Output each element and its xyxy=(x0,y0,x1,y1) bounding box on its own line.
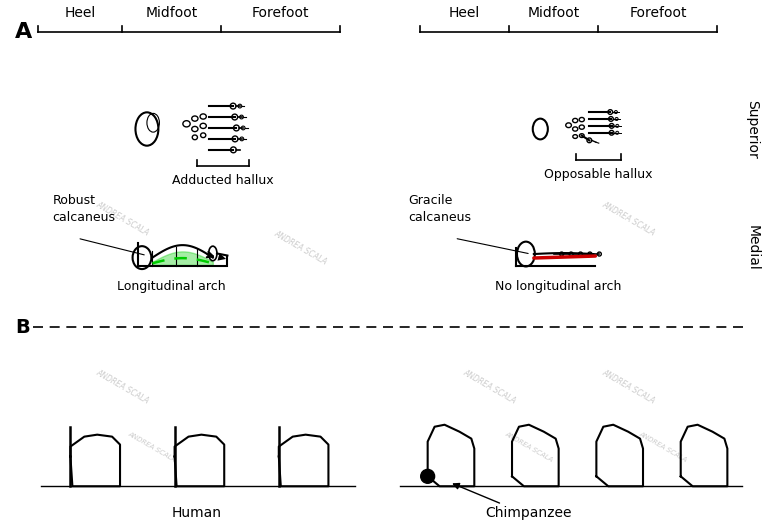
Text: Midfoot: Midfoot xyxy=(528,6,580,20)
Circle shape xyxy=(421,469,435,483)
Text: Heel: Heel xyxy=(449,6,480,20)
Text: Gracile
calcaneus: Gracile calcaneus xyxy=(408,194,471,223)
Text: Robust
calcaneus: Robust calcaneus xyxy=(52,194,115,223)
Text: Midfoot: Midfoot xyxy=(145,6,197,20)
Text: No longitudinal arch: No longitudinal arch xyxy=(495,280,622,293)
Text: ANDREA SCALA: ANDREA SCALA xyxy=(637,430,688,463)
Text: Longitudinal arch: Longitudinal arch xyxy=(117,280,226,293)
Text: ANDREA SCALA: ANDREA SCALA xyxy=(600,368,656,406)
Text: ANDREA SCALA: ANDREA SCALA xyxy=(600,199,656,237)
Text: ANDREA SCALA: ANDREA SCALA xyxy=(94,199,150,237)
Text: ANDREA SCALA: ANDREA SCALA xyxy=(461,368,518,406)
Text: Superior: Superior xyxy=(745,100,760,158)
Text: ANDREA SCALA: ANDREA SCALA xyxy=(94,368,150,406)
Text: ANDREA SCALA: ANDREA SCALA xyxy=(273,229,329,267)
Text: Forefoot: Forefoot xyxy=(629,6,687,20)
Text: Forefoot: Forefoot xyxy=(252,6,310,20)
Text: Adducted hallux: Adducted hallux xyxy=(172,174,274,187)
Text: ANDREA SCALA: ANDREA SCALA xyxy=(504,430,554,463)
Text: Opposable hallux: Opposable hallux xyxy=(545,167,653,180)
Text: B: B xyxy=(15,318,30,337)
Text: Chimpanzee: Chimpanzee xyxy=(485,506,572,520)
Text: ANDREA SCALA: ANDREA SCALA xyxy=(127,430,177,463)
Text: Human: Human xyxy=(171,506,221,520)
Text: A: A xyxy=(15,22,32,42)
Text: Heel: Heel xyxy=(65,6,95,20)
Text: Medial: Medial xyxy=(745,225,760,271)
